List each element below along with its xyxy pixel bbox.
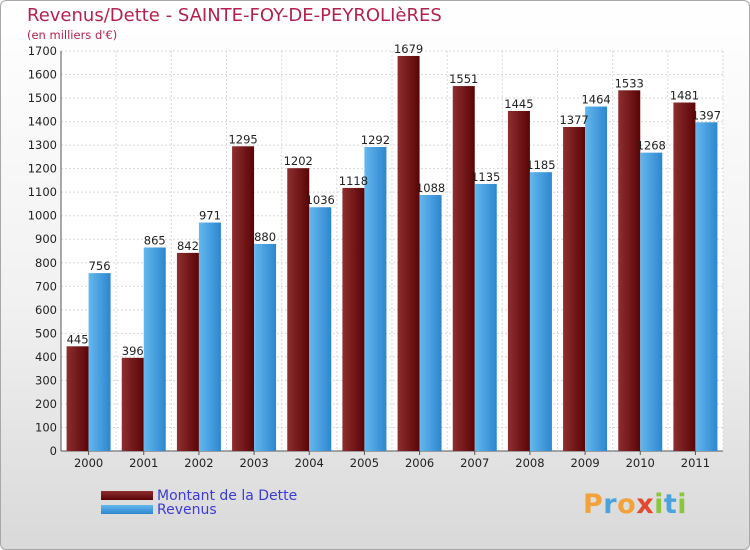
y-tick-label: 1300 — [28, 138, 57, 152]
data-label-revenue: 1135 — [471, 170, 500, 184]
legend-label-debt: Montant de la Dette — [157, 487, 298, 504]
x-tick-label: 2006 — [405, 456, 434, 470]
x-tick-label: 2011 — [681, 456, 710, 470]
data-label-debt: 1533 — [615, 76, 644, 90]
logo-letter: P — [583, 489, 604, 520]
data-label-revenue: 1292 — [361, 133, 390, 147]
logo-letter: i — [654, 489, 664, 520]
data-label-debt: 445 — [67, 332, 89, 346]
data-label-revenue: 971 — [199, 209, 221, 223]
proxiti-logo: Proxiti — [583, 489, 687, 520]
y-tick-label: 1100 — [28, 185, 57, 199]
x-tick-label: 2009 — [570, 456, 599, 470]
data-label-revenue: 880 — [254, 230, 276, 244]
x-tick-label: 2008 — [515, 456, 544, 470]
bar-debt — [232, 146, 255, 451]
x-tick-label: 2005 — [350, 456, 379, 470]
logo-letter: t — [663, 489, 678, 520]
bar-revenue — [585, 106, 608, 451]
logo-letter: r — [603, 489, 618, 520]
y-tick-label: 900 — [35, 232, 57, 246]
bar-debt — [176, 252, 199, 451]
data-label-debt: 1202 — [284, 154, 313, 168]
chart-subtitle: (en milliers d'€) — [27, 28, 118, 42]
logo-letter: o — [617, 489, 637, 520]
bar-debt — [66, 346, 89, 451]
data-label-revenue: 865 — [144, 233, 166, 247]
y-tick-label: 1500 — [28, 91, 57, 105]
y-tick-label: 0 — [50, 444, 57, 458]
bar-revenue — [474, 183, 497, 452]
y-tick-label: 1700 — [28, 44, 57, 58]
logo-letter: i — [677, 489, 688, 520]
legend-label-revenue: Revenus — [157, 501, 217, 518]
bar-revenue — [419, 195, 442, 451]
bar-debt — [452, 86, 475, 451]
x-tick-label: 2007 — [460, 456, 489, 470]
data-label-revenue: 1036 — [306, 193, 335, 207]
data-label-revenue: 756 — [89, 259, 111, 273]
y-tick-label: 500 — [35, 326, 57, 340]
data-label-debt: 842 — [177, 239, 199, 253]
data-label-debt: 1481 — [670, 89, 699, 103]
legend-item-revenue: Revenus — [101, 501, 217, 518]
legend-swatch-debt — [101, 491, 153, 500]
legend-swatch-revenue — [101, 505, 153, 514]
data-label-revenue: 1088 — [416, 181, 445, 195]
bar-debt — [563, 127, 586, 451]
chart-title: Revenus/Dette - SAINTE-FOY-DE-PEYROLIèRE… — [27, 5, 442, 26]
x-tick-label: 2004 — [295, 456, 324, 470]
data-label-debt: 1295 — [228, 132, 257, 146]
x-tick-label: 2000 — [74, 456, 103, 470]
y-tick-label: 300 — [35, 373, 57, 387]
bar-revenue — [198, 222, 221, 451]
y-tick-label: 800 — [35, 256, 57, 270]
data-label-revenue: 1185 — [526, 158, 555, 172]
data-label-revenue: 1464 — [581, 93, 610, 107]
y-tick-label: 100 — [35, 420, 57, 434]
bar-revenue — [364, 147, 387, 451]
data-label-debt: 1551 — [449, 72, 478, 86]
data-label-debt: 1377 — [559, 113, 588, 127]
data-label-debt: 396 — [122, 344, 144, 358]
bar-revenue — [143, 247, 166, 451]
data-label-debt: 1118 — [339, 174, 368, 188]
x-tick-label: 2003 — [239, 456, 268, 470]
bar-debt — [673, 102, 696, 451]
bar-debt — [397, 55, 420, 452]
y-tick-label: 1400 — [28, 115, 57, 129]
x-tick-label: 2010 — [626, 456, 655, 470]
y-tick-label: 1200 — [28, 162, 57, 176]
bar-revenue — [254, 243, 277, 451]
y-tick-label: 600 — [35, 303, 57, 317]
bar-debt — [287, 168, 310, 452]
y-tick-label: 1000 — [28, 209, 57, 223]
data-label-revenue: 1397 — [692, 108, 721, 122]
bar-revenue — [529, 172, 552, 452]
bar-debt — [618, 90, 641, 451]
legend-item-debt: Montant de la Dette — [101, 487, 298, 504]
y-tick-label: 400 — [35, 350, 57, 364]
y-tick-label: 1600 — [28, 68, 57, 82]
logo-letter: x — [636, 489, 655, 520]
bar-revenue — [309, 207, 332, 451]
x-tick-label: 2001 — [129, 456, 158, 470]
bar-debt — [121, 357, 144, 451]
bar-debt — [342, 187, 365, 452]
data-label-revenue: 1268 — [637, 139, 666, 153]
bar-revenue — [640, 152, 663, 451]
bar-debt — [507, 111, 530, 451]
bar-revenue — [695, 122, 718, 451]
x-tick-label: 2002 — [184, 456, 213, 470]
bar-revenue — [88, 273, 111, 451]
y-tick-label: 200 — [35, 397, 57, 411]
y-tick-label: 700 — [35, 279, 57, 293]
data-label-debt: 1445 — [504, 97, 533, 111]
data-label-debt: 1679 — [394, 42, 423, 56]
